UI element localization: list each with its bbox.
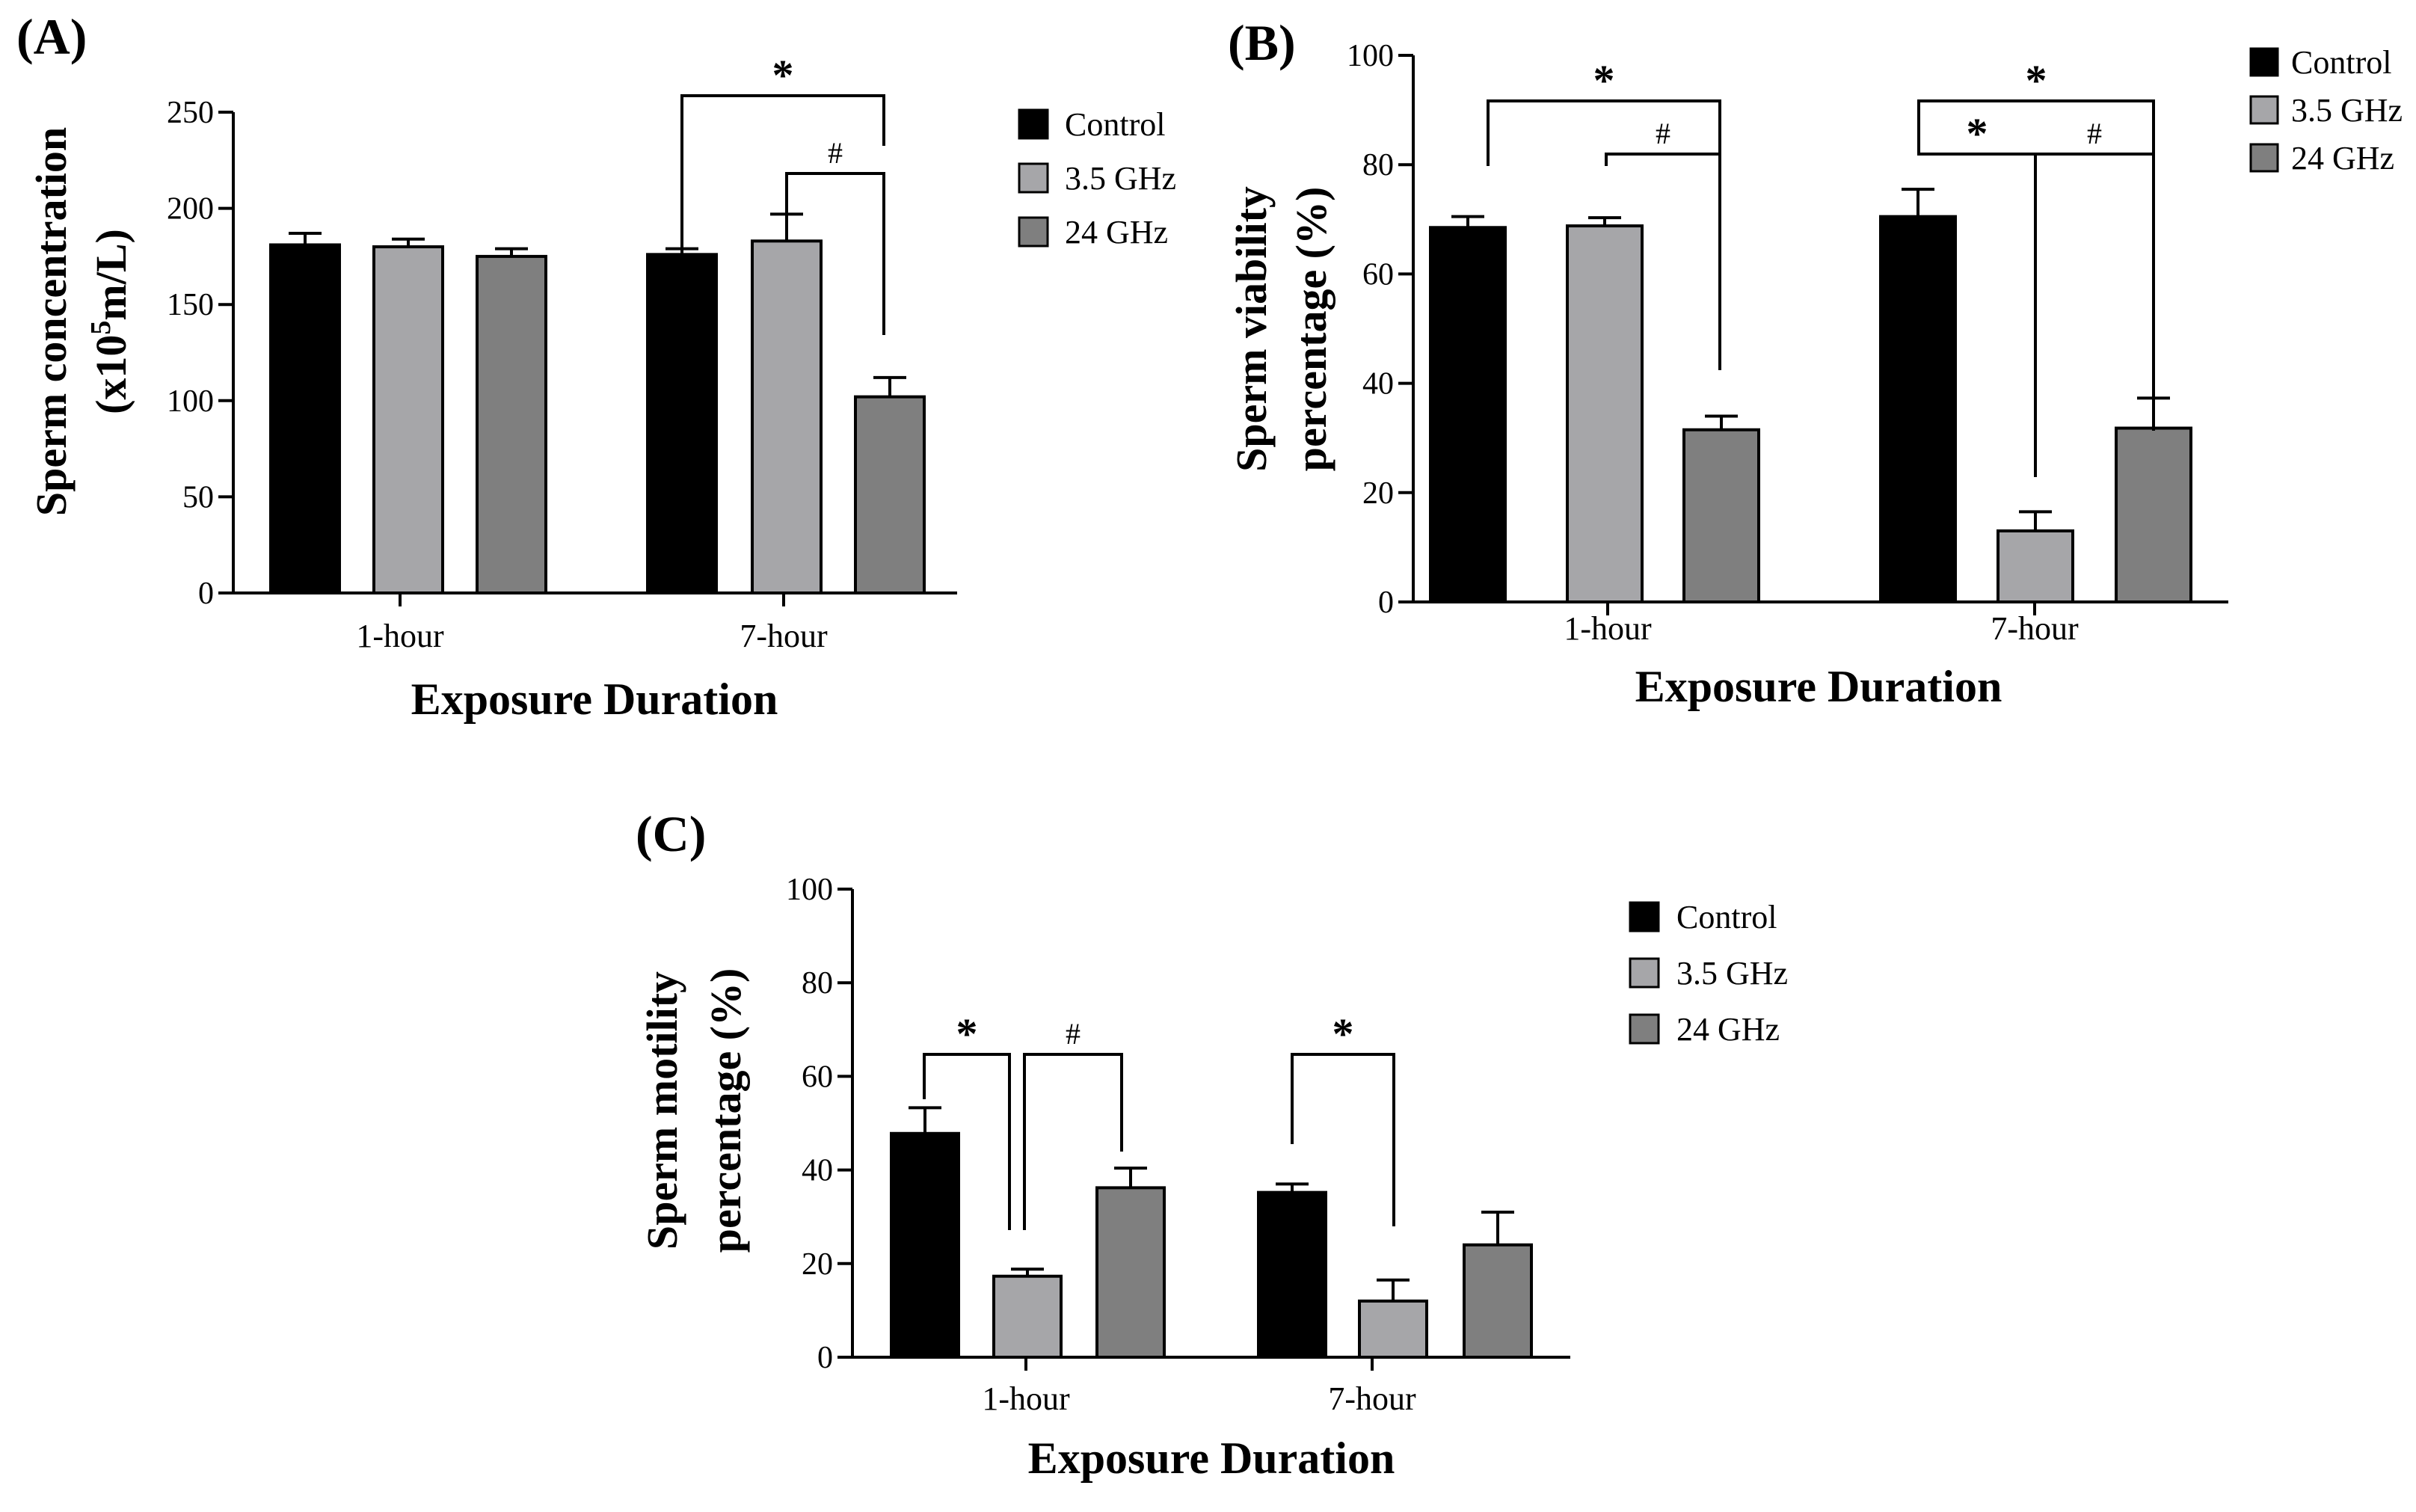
legend-swatch (2249, 95, 2279, 125)
legend-swatch (1629, 1013, 1660, 1045)
x-category-label: 1-hour (356, 618, 444, 654)
y-tick-label: 100 (167, 384, 214, 419)
bar-control-1-hour (890, 1131, 960, 1359)
significance-star: * (1333, 1009, 1354, 1058)
y-tick-label: 150 (167, 288, 214, 322)
y-axis-title-line-1: Sperm motility (638, 971, 686, 1250)
y-axis-title-part: m/L) (87, 229, 135, 320)
bar-3-5-ghz-1-hour (372, 245, 444, 594)
significance-star: * (1593, 56, 1615, 105)
bar-24-ghz-7-hour (1463, 1243, 1533, 1359)
x-category-label: 7-hour (740, 618, 828, 654)
significance-bracket (923, 1053, 1011, 1230)
legend-label: 3.5 GHz (2291, 92, 2403, 129)
bar-3-5-ghz-7-hour (751, 239, 823, 594)
significance-bracket (785, 172, 885, 335)
legend-label: Control (2291, 44, 2391, 81)
legend-swatch (1629, 901, 1660, 932)
y-tick-label: 60 (802, 1060, 833, 1094)
y-tick-label: 60 (1362, 257, 1394, 292)
panel-label-c: (C) (636, 805, 706, 862)
significance-star: * (956, 1009, 978, 1058)
y-axis-title-superscript: 5 (85, 321, 117, 335)
legend-swatch (1018, 108, 1049, 140)
legend-swatch (1629, 957, 1660, 989)
bar-24-ghz-1-hour (1682, 428, 1760, 603)
bar-24-ghz-7-hour (2115, 426, 2192, 603)
y-tick-label: 0 (198, 577, 214, 611)
y-axis-title-part: (x10 (87, 335, 135, 414)
significance-star: * (1967, 109, 1988, 158)
significance-hash: # (828, 136, 843, 170)
significance-bracket (1605, 153, 1721, 370)
significance-star: * (772, 51, 794, 99)
panel-c: (C) 0 20 40 60 80 100 1-hour 7-hour Exposure Dura… (636, 805, 1788, 1483)
bar-3-5-ghz-1-hour (1566, 224, 1644, 603)
y-tick-label: 0 (1378, 586, 1394, 620)
y-axis-title-line-2: (x105m/L) (85, 229, 135, 414)
y-tick-label: 20 (1362, 476, 1394, 511)
legend-swatch (2249, 47, 2279, 77)
y-tick-label: 250 (167, 96, 214, 130)
x-category-label: 1-hour (1564, 610, 1652, 647)
bar-24-ghz-7-hour (854, 395, 926, 594)
y-tick-label: 40 (1362, 367, 1394, 402)
significance-bracket (2034, 153, 2155, 477)
legend-label: 24 GHz (1065, 214, 1168, 251)
y-axis-title-line-1: Sperm viability (1227, 186, 1276, 472)
legend-swatch (2249, 143, 2279, 173)
significance-hash: # (2087, 117, 2102, 150)
bar-24-ghz-1-hour (1095, 1186, 1166, 1359)
x-category-label: 7-hour (1328, 1380, 1416, 1417)
y-tick-label: 200 (167, 192, 214, 227)
panel-b: (B) 0 20 40 60 80 100 1-hour 7-hour Exposure Dura… (1227, 14, 2403, 711)
x-axis-title: Exposure Duration (1635, 662, 2002, 711)
y-axis-title-line-1: Sperm concentration (27, 127, 76, 516)
y-tick-label: 0 (817, 1341, 833, 1375)
y-tick-label: 20 (802, 1247, 833, 1282)
x-axis-title: Exposure Duration (1028, 1433, 1395, 1483)
significance-bracket (680, 94, 885, 565)
y-axis-title-line-2: percentage (%) (1287, 187, 1335, 472)
bar-control-1-hour (269, 243, 341, 594)
significance-bracket (1023, 1053, 1123, 1230)
legend-label: 3.5 GHz (1676, 955, 1788, 992)
y-tick-label: 80 (1362, 148, 1394, 182)
bar-24-ghz-1-hour (476, 254, 547, 594)
bar-3-5-ghz-7-hour (1997, 529, 2074, 603)
panel-label-b: (B) (1228, 14, 1296, 71)
bar-3-5-ghz-7-hour (1358, 1299, 1428, 1359)
x-category-label: 1-hour (982, 1380, 1070, 1417)
x-category-label: 7-hour (1991, 610, 2079, 647)
bar-control-7-hour (1879, 215, 1957, 603)
legend-swatch (1018, 216, 1049, 248)
y-tick-label: 50 (182, 480, 214, 514)
significance-bracket (1291, 1053, 1395, 1226)
x-axis-title: Exposure Duration (411, 674, 778, 724)
legend-label: 3.5 GHz (1065, 160, 1176, 197)
bar-3-5-ghz-1-hour (992, 1274, 1063, 1359)
y-tick-label: 40 (802, 1154, 833, 1188)
significance-hash: # (1066, 1017, 1081, 1051)
legend-swatch (1018, 162, 1049, 194)
panel-label-a: (A) (16, 8, 87, 65)
bar-control-1-hour (1429, 226, 1507, 603)
y-tick-label: 100 (786, 873, 833, 907)
bar-control-7-hour (1257, 1190, 1327, 1359)
significance-star: * (2026, 56, 2047, 105)
significance-hash: # (1656, 117, 1670, 150)
legend-label: Control (1676, 899, 1777, 935)
y-tick-label: 100 (1347, 39, 1394, 73)
legend-label: 24 GHz (1676, 1011, 1780, 1048)
legend-label: 24 GHz (2291, 140, 2394, 176)
panel-a: (A) 0 50 100 150 200 250 1-hour 7-hour Exposure D… (16, 8, 1176, 724)
y-axis-title-line-2: percentage (%) (701, 968, 750, 1253)
y-tick-label: 80 (802, 966, 833, 1001)
legend-label: Control (1065, 106, 1165, 143)
